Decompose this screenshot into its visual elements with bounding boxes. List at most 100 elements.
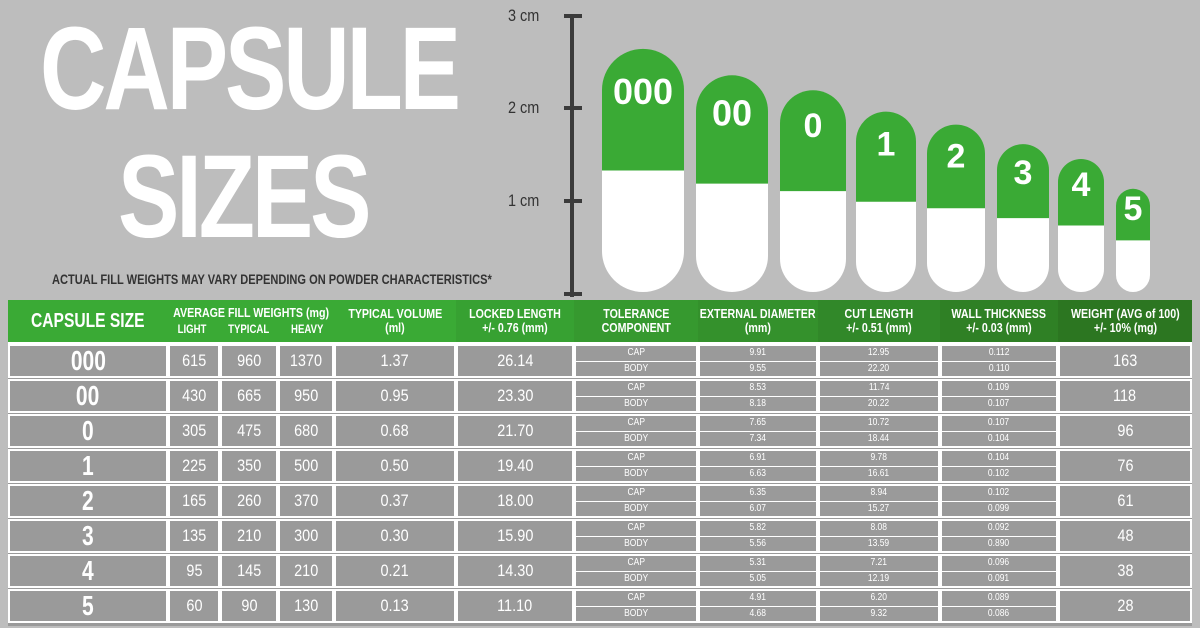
cell-volume: 0.50 bbox=[334, 449, 456, 483]
capsule-label: 5 bbox=[1124, 190, 1143, 228]
cell-heavy: 210 bbox=[278, 554, 334, 588]
cell-tolerance-component: CAP BODY bbox=[574, 344, 698, 378]
cap-value: 0.107 bbox=[942, 416, 1056, 431]
cell-cut: 7.21 12.19 bbox=[818, 554, 940, 588]
body-value: 0.104 bbox=[942, 431, 1056, 446]
header-cut-length: CUT LENGTH +/- 0.51 (mm) bbox=[818, 300, 940, 342]
cell-ext: 8.53 8.18 bbox=[698, 379, 818, 413]
body-value: 20.22 bbox=[820, 396, 938, 411]
body-value: 13.59 bbox=[820, 536, 938, 551]
body-value: 6.07 bbox=[700, 501, 816, 516]
cap-value: 4.91 bbox=[700, 591, 816, 606]
header-locked-length: LOCKED LENGTH +/- 0.76 (mm) bbox=[456, 300, 574, 342]
cap-value: 6.20 bbox=[820, 591, 938, 606]
body-value: 0.110 bbox=[942, 361, 1056, 376]
capsule-label: 00 bbox=[712, 92, 752, 133]
body-value: 0.099 bbox=[942, 501, 1056, 516]
header-tolerance: TOLERANCE COMPONENT bbox=[574, 300, 698, 342]
cap-value: 11.74 bbox=[820, 381, 938, 396]
cell-typical: 350 bbox=[220, 449, 278, 483]
cell-typical: 665 bbox=[220, 379, 278, 413]
cell-ext: 7.65 7.34 bbox=[698, 414, 818, 448]
cap-value: 0.109 bbox=[942, 381, 1056, 396]
cap-value: 7.65 bbox=[700, 416, 816, 431]
capsule-cap bbox=[997, 144, 1049, 219]
body-value: 0.890 bbox=[942, 536, 1056, 551]
header-weight: WEIGHT (AVG of 100) +/- 10% (mg) bbox=[1058, 300, 1192, 342]
cap-value: 0.102 bbox=[942, 486, 1056, 501]
body-value: 5.05 bbox=[700, 571, 816, 586]
cap-value: 0.104 bbox=[942, 451, 1056, 466]
cell-wall: 0.102 0.099 bbox=[940, 484, 1058, 518]
cell-heavy: 370 bbox=[278, 484, 334, 518]
capsule-body bbox=[856, 197, 916, 292]
cell-typical: 475 bbox=[220, 414, 278, 448]
cell-cut: 12.95 22.20 bbox=[818, 344, 940, 378]
capsule-size-table: CAPSULE SIZE AVERAGE FILL WEIGHTS (mg) L… bbox=[8, 300, 1192, 626]
cell-heavy: 680 bbox=[278, 414, 334, 448]
cell-light: 225 bbox=[168, 449, 220, 483]
cap-value: 8.53 bbox=[700, 381, 816, 396]
body-value: BODY bbox=[576, 466, 696, 481]
cell-volume: 0.95 bbox=[334, 379, 456, 413]
cell-light: 305 bbox=[168, 414, 220, 448]
cell-weight: 76 bbox=[1058, 449, 1192, 483]
header-typical-volume: TYPICAL VOLUME (ml) bbox=[334, 300, 456, 342]
cap-value: 6.91 bbox=[700, 451, 816, 466]
capsule-body bbox=[1058, 221, 1104, 292]
capsule-cap bbox=[927, 124, 985, 209]
table-row: 00 430 665 950 0.95 23.30 CAP BODY 8.53 8.18 11.74… bbox=[8, 379, 1192, 413]
cell-typical: 90 bbox=[220, 589, 278, 623]
cell-locked: 18.00 bbox=[456, 484, 574, 518]
cap-value: CAP bbox=[576, 521, 696, 536]
header-fill-weights: AVERAGE FILL WEIGHTS (mg) LIGHT TYPICAL HE… bbox=[168, 300, 334, 342]
header-external-diameter: EXTERNAL DIAMETER (mm) bbox=[698, 300, 818, 342]
cell-wall: 0.109 0.107 bbox=[940, 379, 1058, 413]
header-light: LIGHT bbox=[177, 322, 207, 336]
body-value: 8.18 bbox=[700, 396, 816, 411]
cell-light: 95 bbox=[168, 554, 220, 588]
capsule-body bbox=[1116, 236, 1150, 292]
cell-size: 2 bbox=[8, 484, 168, 518]
body-value: 16.61 bbox=[820, 466, 938, 481]
cell-weight: 118 bbox=[1058, 379, 1192, 413]
table-row: 2 165 260 370 0.37 18.00 CAP BODY 6.35 6.07 8.94 15… bbox=[8, 484, 1192, 518]
cap-value: 0.092 bbox=[942, 521, 1056, 536]
cap-value: 8.08 bbox=[820, 521, 938, 536]
capsule-body bbox=[780, 187, 846, 292]
cell-locked: 21.70 bbox=[456, 414, 574, 448]
body-value: BODY bbox=[576, 571, 696, 586]
capsule-size-1: 1 bbox=[856, 111, 916, 292]
cell-wall: 0.112 0.110 bbox=[940, 344, 1058, 378]
cell-volume: 0.37 bbox=[334, 484, 456, 518]
scale-label-3cm: 3 cm bbox=[508, 6, 540, 25]
table-body: 000 615 960 1370 1.37 26.14 CAP BODY 9.91 9.55 12.… bbox=[8, 344, 1192, 626]
body-value: 0.086 bbox=[942, 606, 1056, 621]
cap-value: 0.096 bbox=[942, 556, 1056, 571]
scale-label-1cm: 1 cm bbox=[508, 191, 540, 210]
cell-heavy: 300 bbox=[278, 519, 334, 553]
capsule-size-000: 000 bbox=[602, 48, 684, 292]
subtitle-disclaimer: ACTUAL FILL WEIGHTS MAY VARY DEPENDING O… bbox=[52, 272, 492, 287]
cell-locked: 19.40 bbox=[456, 449, 574, 483]
table-row: 1 225 350 500 0.50 19.40 CAP BODY 6.91 6.63 9.78 16… bbox=[8, 449, 1192, 483]
cap-value: 9.91 bbox=[700, 346, 816, 361]
table-row: 5 60 90 130 0.13 11.10 CAP BODY 4.91 4.68 6.20 9.32… bbox=[8, 589, 1192, 623]
body-value: BODY bbox=[576, 536, 696, 551]
capsule-label: 1 bbox=[877, 126, 896, 164]
body-value: 22.20 bbox=[820, 361, 938, 376]
body-value: BODY bbox=[576, 396, 696, 411]
capsule-size-5: 5 bbox=[1116, 188, 1150, 292]
cell-heavy: 950 bbox=[278, 379, 334, 413]
table-row: 000 615 960 1370 1.37 26.14 CAP BODY 9.91 9.55 12.… bbox=[8, 344, 1192, 378]
body-value: 0.107 bbox=[942, 396, 1056, 411]
body-value: 0.091 bbox=[942, 571, 1056, 586]
cap-value: CAP bbox=[576, 346, 696, 361]
capsule-cap bbox=[856, 111, 916, 202]
cell-volume: 1.37 bbox=[334, 344, 456, 378]
cell-volume: 0.13 bbox=[334, 589, 456, 623]
capsule-cap bbox=[696, 75, 768, 184]
table-row: 4 95 145 210 0.21 14.30 CAP BODY 5.31 5.05 7.21 12.… bbox=[8, 554, 1192, 588]
cell-tolerance-component: CAP BODY bbox=[574, 379, 698, 413]
cell-locked: 23.30 bbox=[456, 379, 574, 413]
